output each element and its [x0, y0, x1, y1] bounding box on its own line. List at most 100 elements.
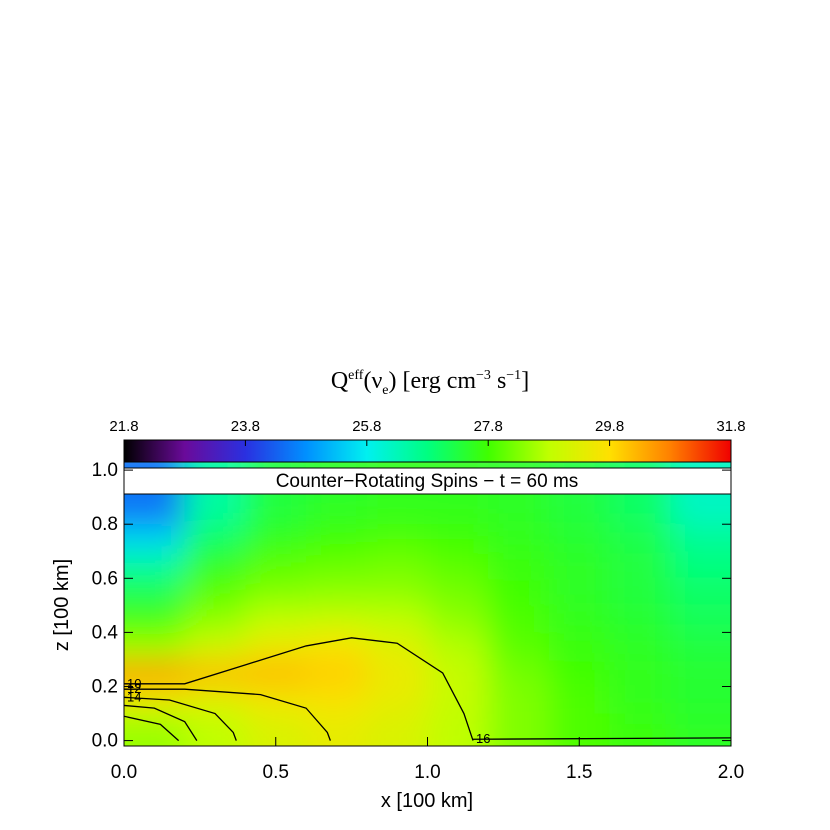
heatmap-cell	[488, 713, 550, 746]
heatmap-cell	[609, 659, 672, 688]
contour-line	[124, 688, 331, 741]
x-tick-label: 1.0	[414, 762, 440, 783]
heatmap-cell	[366, 713, 429, 746]
heatmap-cell	[670, 578, 731, 607]
heatmap-cell	[488, 551, 550, 580]
heatmap-cell	[548, 578, 611, 607]
heatmap-cell	[306, 632, 368, 661]
heatmap-cell	[488, 524, 550, 553]
contour-label: 10	[127, 676, 141, 691]
panel-label: Counter−Rotating Spins − t = 60 ms	[276, 471, 579, 492]
y-tick-label: 0.2	[92, 676, 118, 697]
contour-line	[124, 715, 180, 742]
heatmap-cell	[488, 632, 550, 661]
contour-line	[124, 704, 198, 741]
heatmap-cell	[245, 659, 308, 688]
heatmap-cell	[488, 686, 550, 715]
heatmap-cell	[184, 686, 247, 715]
heatmap-cell	[184, 578, 247, 607]
heatmap-cell	[427, 578, 490, 607]
heatmap-cell	[609, 551, 672, 580]
heatmap-cell	[548, 632, 611, 661]
heatmap-cell	[670, 713, 731, 746]
heatmap-cell	[609, 605, 672, 634]
heatmap-cell	[548, 524, 611, 553]
colorbar-tick-label: 29.8	[595, 418, 624, 435]
heatmap-cell	[670, 659, 731, 688]
contour-line	[124, 696, 237, 741]
colorbar-tick-label: 27.8	[474, 418, 503, 435]
heatmap-cell	[124, 686, 186, 715]
heatmap-cell	[124, 524, 186, 553]
chart-title: Qeff(νe) [erg cm−3 s−1]	[331, 368, 529, 398]
heatmap-cell	[427, 605, 490, 634]
heatmap-cell	[548, 605, 611, 634]
heatmap-cell	[306, 605, 368, 634]
heatmap-cell	[488, 659, 550, 688]
heatmap-cell	[245, 551, 308, 580]
contour-line	[124, 637, 474, 741]
heatmap-cell	[609, 686, 672, 715]
x-tick-label: 0.0	[111, 762, 137, 783]
heatmap-cell	[609, 524, 672, 553]
heatmap-cell	[670, 551, 731, 580]
heatmap-cell	[427, 713, 490, 746]
heatmap-cell	[184, 551, 247, 580]
heatmap-cell	[245, 632, 308, 661]
heatmap-cell	[306, 659, 368, 688]
heatmap-cell	[488, 578, 550, 607]
heatmap-cell	[670, 632, 731, 661]
x-tick-label: 0.5	[263, 762, 289, 783]
heatmap-cell	[670, 605, 731, 634]
contour-label: 14	[127, 689, 141, 704]
heatmap-cell	[609, 578, 672, 607]
heatmap-cell	[427, 524, 490, 553]
heatmap-cell	[366, 605, 429, 634]
heatmap-cell	[548, 686, 611, 715]
heatmap-cell	[245, 713, 308, 746]
heatmap-cell	[548, 659, 611, 688]
contour-line	[473, 737, 731, 740]
heatmap-cell	[124, 551, 186, 580]
heatmap-cell	[427, 686, 490, 715]
title-part: −3	[476, 368, 491, 383]
y-tick-label: 0.6	[92, 568, 118, 589]
title-part: Q	[331, 368, 348, 394]
colorbar-tick-label: 21.8	[109, 418, 138, 435]
y-tick-label: 0.4	[92, 622, 119, 643]
heatmap-cell	[488, 605, 550, 634]
y-axis-label: z [100 km]	[51, 559, 73, 651]
colorbar-tick-label: 31.8	[716, 418, 745, 435]
heatmap-cell	[427, 632, 490, 661]
heatmap-cell	[124, 632, 186, 661]
colorbar	[123, 439, 732, 463]
heatmap-cell	[548, 713, 611, 746]
y-tick-label: 1.0	[92, 460, 118, 481]
title-part: (ν	[363, 368, 382, 394]
heatmap-cell	[184, 713, 247, 746]
heatmap-cell	[245, 605, 308, 634]
heatmap-cell	[124, 605, 186, 634]
x-tick-label: 1.5	[566, 762, 592, 783]
heatmap-cell	[245, 524, 308, 553]
heatmap-cell	[427, 659, 490, 688]
title-part: ) [erg cm	[389, 368, 477, 394]
heatmap-cell	[670, 524, 731, 553]
heatmap-cell	[366, 524, 429, 553]
title-part: ]	[521, 368, 529, 394]
heatmap-cell	[366, 551, 429, 580]
heatmap-cell	[184, 605, 247, 634]
heatmap-cell	[306, 578, 368, 607]
heatmap-cell	[306, 551, 368, 580]
contour-label: 16	[476, 731, 490, 746]
title-part: eff	[348, 368, 364, 383]
contour-label: 12	[127, 681, 141, 696]
heatmap-cell	[366, 659, 429, 688]
heatmap-cell	[124, 659, 186, 688]
colorbar-tick-label: 25.8	[352, 418, 381, 435]
heatmap-cell	[245, 578, 308, 607]
y-tick-label: 0.8	[92, 514, 118, 535]
heatmap-cell	[670, 686, 731, 715]
heatmap-cell	[306, 686, 368, 715]
